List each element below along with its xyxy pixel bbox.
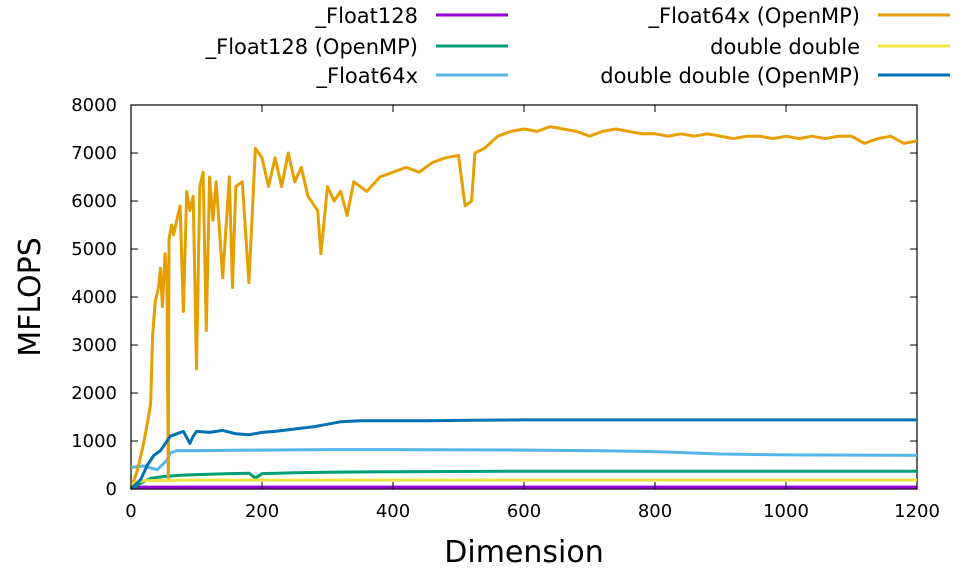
- legend: _Float128 _Float128 (OpenMP) _Float64x _Flo…: [205, 4, 950, 89]
- y-tick-label: 6000: [71, 191, 117, 212]
- x-tick-label: 1200: [894, 501, 940, 522]
- x-tick-label: 600: [507, 501, 541, 522]
- x-axis-title: Dimension: [444, 535, 603, 569]
- y-tick-label: 4000: [71, 287, 117, 308]
- series-line-2: [130, 448, 918, 472]
- x-tick-label: 1000: [763, 501, 809, 522]
- y-tick-label: 1000: [71, 431, 117, 452]
- series-layer: [129, 125, 918, 491]
- x-tick-label: 0: [125, 501, 136, 522]
- y-tick-label: 8000: [71, 95, 117, 116]
- y-tick-label: 0: [106, 479, 117, 500]
- y-axis-title: MFLOPS: [13, 237, 48, 357]
- legend-label: _Float64x (OpenMP): [648, 4, 860, 29]
- legend-label: double double: [710, 35, 860, 59]
- ticks-layer: 0 200 400 600 800 1000 1200 0 1000 2000 3000 4000 50…: [71, 95, 940, 522]
- x-tick-label: 400: [376, 501, 410, 522]
- plot-area-frame: [130, 104, 918, 490]
- x-tick-label: 800: [638, 501, 672, 522]
- y-tick-label: 2000: [71, 383, 117, 404]
- x-tick-label: 200: [245, 501, 279, 522]
- legend-label: _Float128 (OpenMP): [205, 35, 418, 60]
- series-line-4: [130, 478, 917, 486]
- y-tick-label: 7000: [71, 143, 117, 164]
- y-tick-label: 5000: [71, 239, 117, 260]
- series-line-3: [129, 125, 918, 490]
- legend-label: _Float64x: [315, 64, 418, 89]
- series-line-5: [129, 418, 917, 491]
- y-tick-label: 3000: [71, 335, 117, 356]
- legend-label: double double (OpenMP): [600, 64, 860, 88]
- legend-label: _Float128: [315, 4, 418, 29]
- series-line-0: [130, 485, 917, 490]
- series-line-1: [130, 469, 917, 491]
